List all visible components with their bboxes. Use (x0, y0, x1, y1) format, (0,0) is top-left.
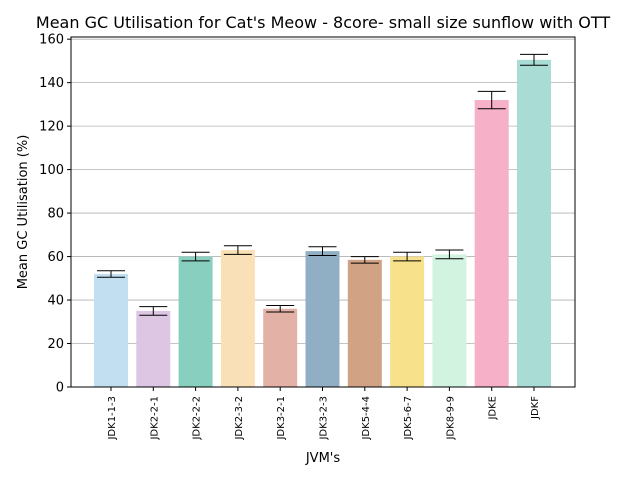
x-tick-label: JDK8-9-9 (445, 396, 456, 441)
error-bars (97, 53, 548, 316)
x-tick-label: JDK2-2-1 (149, 396, 160, 441)
y-tick-label: 0 (56, 381, 64, 396)
y-tick-label: 160 (39, 33, 64, 48)
bar (220, 250, 255, 387)
bar (305, 251, 340, 387)
chart-title: Mean GC Utilisation for Cat's Meow - 8co… (36, 13, 610, 32)
y-axis-ticks: 0 20 40 60 80 100 120 140 160 (39, 33, 71, 396)
x-tick-label: JDK3-2-1 (276, 396, 287, 441)
x-tick-label: JDK2-3-2 (234, 396, 245, 441)
x-tick-label: JDKF (530, 396, 541, 420)
x-axis-ticks: JDK1-1-3 JDK2-2-1 JDK2-2-2 JDK2-3-2 JDK3-2-1… (107, 387, 541, 441)
x-axis-label: JVM's (305, 451, 341, 466)
y-tick-label: 40 (47, 294, 64, 309)
x-tick-label: JDK3-2-3 (319, 396, 330, 441)
y-axis-label: Mean GC Utilisation (%) (16, 135, 31, 290)
bar (432, 254, 467, 387)
bar (347, 259, 382, 387)
y-tick-label: 60 (47, 250, 64, 265)
y-tick-label: 120 (39, 120, 64, 135)
x-tick-label: JDK1-1-3 (107, 396, 118, 441)
x-tick-label: JDKE (488, 396, 499, 421)
plot-frame (70, 36, 576, 388)
bar (474, 100, 509, 387)
bar (178, 256, 213, 387)
bar (94, 273, 128, 387)
y-tick-label: 140 (39, 76, 64, 91)
x-tick-label: JDK5-6-7 (403, 396, 414, 441)
bars (94, 59, 551, 388)
bar (517, 59, 551, 388)
y-tick-label: 100 (39, 163, 64, 178)
x-tick-label: JDK5-4-4 (361, 396, 372, 441)
bar (263, 308, 298, 387)
bar (136, 310, 171, 387)
x-tick-label: JDK2-2-2 (192, 396, 203, 441)
y-tick-label: 80 (47, 207, 64, 222)
bar (390, 256, 425, 387)
y-tick-label: 20 (47, 337, 64, 352)
